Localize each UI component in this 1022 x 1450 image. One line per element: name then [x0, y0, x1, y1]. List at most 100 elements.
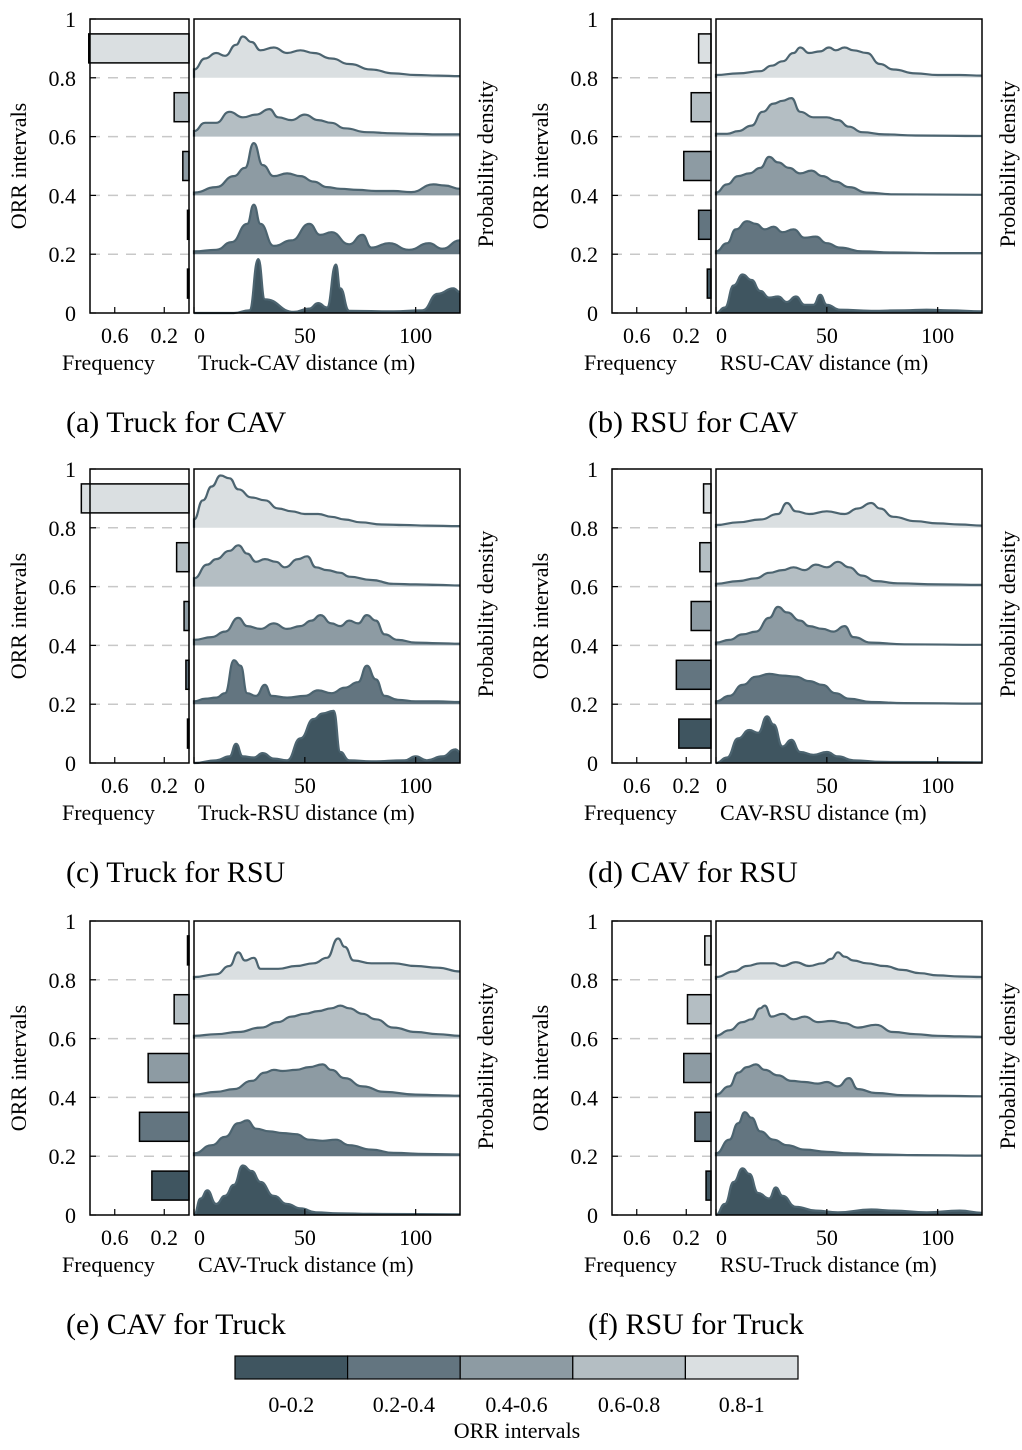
y-tick-label: 0.6 [49, 1027, 77, 1052]
frequency-axes: 0 0.2 0.4 0.6 0.8 1 0.6 0.2 [571, 7, 712, 348]
frequency-bar [683, 150, 712, 182]
y-tick-label: 0 [587, 1203, 598, 1228]
y-tick-label: 1 [587, 7, 598, 32]
density-ridge-line [192, 1004, 461, 1039]
frequency-axes-frame [611, 18, 712, 314]
density-ridge-line [714, 1111, 983, 1157]
frequency-bar [697, 33, 712, 64]
y-tick-label: 0 [587, 301, 598, 326]
frequency-axis-title: Frequency [62, 800, 155, 825]
density-ridge-fill [716, 156, 982, 196]
colorbar-swatch [459, 1355, 574, 1380]
frequency-axes-frame [89, 18, 190, 314]
colorbar-label: 0.4-0.6 [485, 1392, 547, 1417]
frequency-axis-title: Frequency [62, 350, 155, 375]
frequency-axes: 0 0.2 0.4 0.6 0.8 1 0.6 0.2 [49, 457, 190, 798]
frequency-axes-frame [89, 920, 190, 1216]
frequency-tick-label: 0.6 [623, 773, 651, 798]
density-axes-frame [193, 18, 461, 314]
density-ridge-fill [194, 615, 460, 646]
density-ridge-fill [716, 1064, 982, 1098]
distance-tick-label: 100 [921, 773, 954, 798]
y-tick-label: 0.6 [571, 1027, 599, 1052]
density-ridge-fill [716, 1168, 982, 1215]
y-tick-label: 1 [65, 457, 76, 482]
frequency-tick-label: 0.6 [101, 773, 129, 798]
frequency-tick-label: 0.6 [101, 323, 129, 348]
distance-tick-label: 100 [399, 1225, 432, 1250]
colorbar-swatch [234, 1355, 349, 1380]
density-axis-title: Probability density [473, 531, 498, 698]
density-ridge-line [192, 1063, 461, 1098]
density-ridge-fill [194, 259, 460, 313]
y-tick-label: 0 [65, 1203, 76, 1228]
panel-caption: (d) CAV for RSU [588, 856, 798, 889]
density-axis-title: Probability density [473, 81, 498, 248]
density-ridge-line [714, 560, 983, 587]
colorbar-swatch [347, 1355, 461, 1380]
frequency-bar [694, 1111, 712, 1143]
density-axes: 0 50 100 [714, 18, 983, 348]
frequency-bar [88, 33, 190, 64]
density-ridge-line [192, 203, 461, 255]
density-ridge-line [714, 96, 983, 138]
density-ridge-line [194, 257, 461, 315]
panel-f: 0 0.2 0.4 0.6 0.8 1 0.6 0.2 0 50 100 ORR intervals P… [528, 909, 1020, 1341]
density-ridge-line [714, 672, 983, 705]
y-tick-label: 0.8 [571, 968, 599, 993]
density-ridge-line [192, 474, 461, 528]
frequency-tick-label: 0.2 [673, 323, 701, 348]
colorbar-label: 0.6-0.8 [598, 1392, 660, 1417]
y-tick-label: 0.8 [571, 516, 599, 541]
distance-tick-label: 100 [921, 1225, 954, 1250]
frequency-tick-label: 0.2 [151, 1225, 179, 1250]
y-tick-label: 0.8 [49, 66, 77, 91]
density-ridge-fill [194, 475, 460, 528]
panel-c: 0 0.2 0.4 0.6 0.8 1 0.6 0.2 0 50 100 ORR intervals P… [6, 457, 498, 889]
y-tick-label: 0 [65, 751, 76, 776]
frequency-bar [683, 1052, 712, 1084]
distance-axis-title: CAV-Truck distance (m) [198, 1252, 414, 1277]
panel-caption: (c) Truck for RSU [66, 856, 286, 889]
frequency-bar [678, 718, 712, 749]
colorbar-legend: 0-0.2 0.2-0.4 0.4-0.6 0.6-0.8 0.8-1 ORR inter… [234, 1355, 799, 1443]
distance-tick-label: 50 [816, 1225, 838, 1250]
density-ridge-fill [194, 660, 460, 705]
density-axes: 0 50 100 [192, 468, 461, 798]
density-ridge-line [714, 46, 983, 78]
y-tick-label: 0.4 [49, 633, 77, 658]
frequency-bar [697, 209, 712, 241]
frequency-bar [80, 483, 190, 514]
density-ridge-fill [194, 204, 460, 255]
density-ridge-fill [716, 221, 982, 255]
y-tick-label: 1 [65, 909, 76, 934]
density-axes: 0 50 100 [714, 468, 983, 798]
distance-tick-label: 50 [294, 323, 316, 348]
colorbar-label: 0.8-1 [719, 1392, 765, 1417]
frequency-bar [686, 993, 712, 1025]
y-axis-title: ORR intervals [6, 1005, 31, 1132]
y-tick-label: 0.6 [49, 575, 77, 600]
distance-axis-title: Truck-CAV distance (m) [198, 350, 415, 375]
frequency-tick-label: 0.2 [673, 773, 701, 798]
distance-tick-label: 50 [294, 1225, 316, 1250]
distance-axis-title: Truck-RSU distance (m) [198, 800, 415, 825]
density-axes: 0 50 100 [714, 920, 983, 1250]
density-ridge-line [192, 544, 461, 587]
frequency-bar [173, 993, 190, 1025]
distance-tick-label: 100 [399, 773, 432, 798]
density-ridge-fill [194, 545, 460, 587]
y-tick-label: 0.4 [571, 633, 599, 658]
density-ridge-fill [716, 98, 982, 137]
frequency-axes: 0 0.2 0.4 0.6 0.8 1 0.6 0.2 [49, 909, 190, 1250]
panel-caption: (f) RSU for Truck [588, 1308, 804, 1341]
density-axes-frame [193, 920, 461, 1216]
distance-tick-label: 100 [399, 323, 432, 348]
y-axis-title: ORR intervals [528, 103, 553, 230]
frequency-axis-title: Frequency [584, 350, 677, 375]
frequency-axes-frame [611, 468, 712, 764]
y-tick-label: 0.2 [571, 242, 599, 267]
panel-b: 0 0.2 0.4 0.6 0.8 1 0.6 0.2 0 50 100 ORR intervals P… [528, 7, 1020, 439]
panel-caption: (a) Truck for CAV [66, 406, 287, 439]
y-tick-label: 0.6 [571, 575, 599, 600]
